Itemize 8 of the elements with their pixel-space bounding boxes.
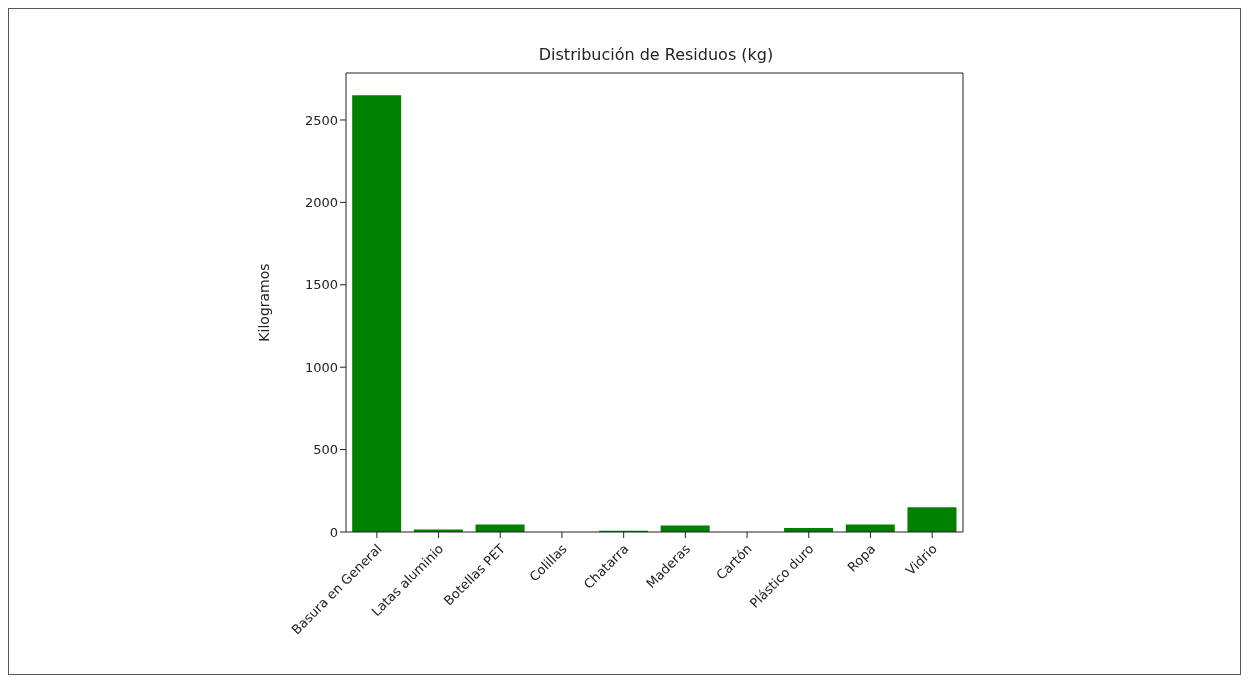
y-tick-label: 500 — [313, 442, 338, 458]
y-tick-label: 1000 — [304, 359, 338, 375]
y-tick-label: 0 — [329, 524, 338, 540]
y-tick-label: 2500 — [304, 112, 338, 128]
y-tick-label: 2000 — [304, 194, 338, 210]
y-axis-title: Kilogramos — [255, 263, 272, 342]
y-tick-label: 1500 — [304, 277, 338, 293]
chart-title: Distribución de Residuos (kg) — [537, 45, 775, 64]
